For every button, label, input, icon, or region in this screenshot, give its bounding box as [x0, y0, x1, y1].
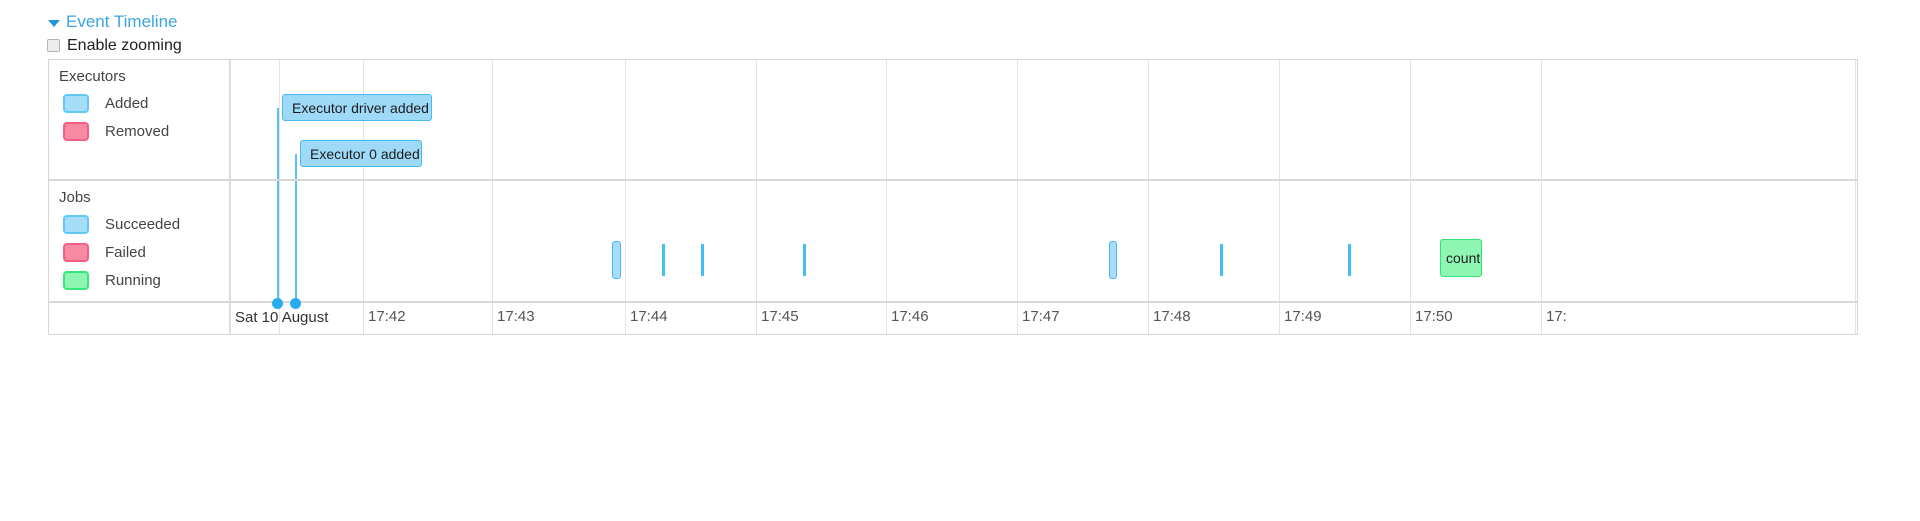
timeline-container[interactable]: Executors Added Removed: [48, 59, 1858, 335]
job-marker[interactable]: [701, 244, 704, 276]
executor-0-dropline: [295, 154, 297, 179]
legend-label-running: Running: [105, 272, 161, 289]
executor-event-driver-added[interactable]: Executor driver added: [282, 94, 432, 121]
succeeded-swatch-icon: [63, 215, 89, 234]
executors-legend-column: Executors Added Removed: [49, 60, 230, 179]
legend-item-failed[interactable]: Failed: [63, 243, 146, 262]
executors-plot-area[interactable]: Executor driver added Executor 0 added: [230, 60, 1857, 179]
enable-zooming-checkbox[interactable]: [47, 39, 60, 52]
axis-date-label: Sat 10 August: [235, 309, 329, 326]
axis-label-column: [49, 303, 230, 334]
axis-tick-label: 17:42: [368, 308, 406, 325]
legend-label-removed: Removed: [105, 123, 170, 140]
failed-swatch-icon: [63, 243, 89, 262]
job-marker[interactable]: [1348, 244, 1351, 276]
legend-label-added: Added: [105, 95, 149, 112]
executor-event-0-added[interactable]: Executor 0 added: [300, 140, 422, 167]
jobs-legend-column: Jobs Succeeded Failed Running: [49, 181, 230, 301]
group-title-jobs: Jobs: [59, 189, 91, 206]
axis-tick-label: 17:43: [497, 308, 535, 325]
executor-driver-axis-dot[interactable]: [272, 298, 283, 309]
legend-label-succeeded: Succeeded: [105, 216, 181, 233]
executor-0-axis-dot[interactable]: [290, 298, 301, 309]
jobs-plot-area[interactable]: count: [230, 181, 1857, 301]
axis-tick-label: 17:47: [1022, 308, 1060, 325]
executor-driver-dropline: [277, 108, 279, 179]
legend-label-failed: Failed: [105, 244, 146, 261]
legend-item-succeeded[interactable]: Succeeded: [63, 215, 180, 234]
group-title-executors: Executors: [59, 68, 126, 85]
job-running-count[interactable]: count: [1440, 239, 1482, 277]
job-marker[interactable]: [1109, 241, 1117, 279]
running-swatch-icon: [63, 271, 89, 290]
job-marker[interactable]: [803, 244, 806, 276]
page-title: Event Timeline: [66, 12, 178, 31]
timeline-group-executors: Executors Added Removed: [49, 60, 1857, 181]
axis-tick-label: 17:45: [761, 308, 799, 325]
axis-plot-area: 17:42 17:43 17:44 17:45 17:46 17:47 17:4…: [230, 303, 1857, 334]
legend-item-removed[interactable]: Removed: [63, 122, 169, 141]
axis-tick-label: 17:48: [1153, 308, 1191, 325]
enable-zooming-row[interactable]: Enable zooming: [47, 36, 182, 55]
executor-0-dropline-ext: [295, 181, 297, 301]
timeline-group-jobs: Jobs Succeeded Failed Running: [49, 181, 1857, 303]
axis-tick-label: 17:: [1546, 308, 1567, 325]
event-timeline-toggle[interactable]: Event Timeline: [48, 12, 178, 32]
legend-item-running[interactable]: Running: [63, 271, 161, 290]
timeline-axis-row: 17:42 17:43 17:44 17:45 17:46 17:47 17:4…: [49, 303, 1857, 334]
axis-tick-label: 17:49: [1284, 308, 1322, 325]
executor-driver-dropline-ext: [277, 181, 279, 301]
legend-item-added[interactable]: Added: [63, 94, 148, 113]
axis-tick-label: 17:46: [891, 308, 929, 325]
job-marker[interactable]: [1220, 244, 1223, 276]
axis-tick-label: 17:50: [1415, 308, 1453, 325]
enable-zooming-label: Enable zooming: [67, 37, 182, 54]
caret-down-icon: [48, 19, 60, 27]
added-swatch-icon: [63, 94, 89, 113]
axis-tick-label: 17:44: [630, 308, 668, 325]
removed-swatch-icon: [63, 122, 89, 141]
job-marker[interactable]: [662, 244, 665, 276]
job-marker[interactable]: [612, 241, 621, 279]
